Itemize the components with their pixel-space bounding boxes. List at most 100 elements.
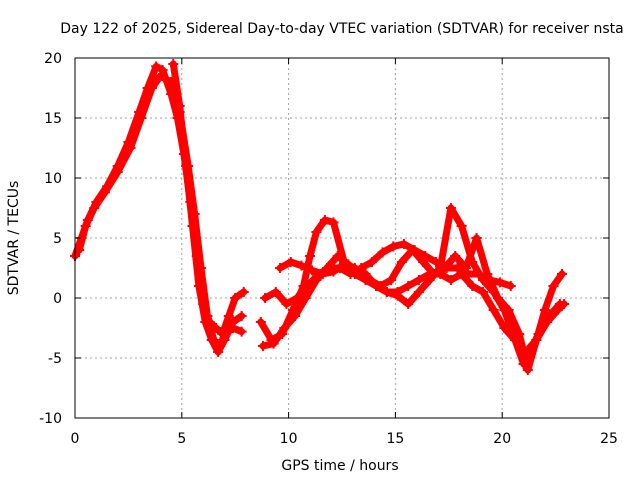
data-point [514,329,525,339]
data-point [181,161,192,171]
data-point [219,335,230,345]
data-point [238,287,249,297]
y-tick-label: 5 [53,231,62,247]
series-line [259,234,566,374]
data-point [206,335,217,345]
x-axis-label: GPS time / hours [281,458,398,474]
data-point [300,293,311,303]
data-point [230,293,241,303]
data-point [268,338,279,349]
data-point [386,275,397,285]
data-point [424,275,435,285]
data-point [552,305,563,315]
data-point [200,317,211,327]
data-point [187,221,198,231]
data-point [460,263,471,273]
data-point [285,257,296,267]
data-point [495,277,506,288]
series-track-7 [257,233,568,375]
data-point [471,233,482,243]
data-point [328,266,339,277]
data-point [467,281,478,291]
data-point [488,305,499,315]
data-point [388,241,399,252]
data-point [557,269,568,279]
data-point [456,221,467,231]
data-point [452,263,463,273]
data-point [375,281,386,291]
x-tick-label: 0 [71,431,80,447]
data-point [364,275,375,285]
data-point [89,203,100,213]
data-point [125,143,136,153]
data-point [522,365,533,375]
series-track-3 [168,59,247,357]
x-tick-labels: 0 5 10 15 20 25 [71,431,618,447]
data-point [539,305,550,315]
data-point [505,281,516,291]
data-point [281,299,292,309]
data-point [260,293,271,303]
data-point [213,347,224,357]
data-point [296,260,307,271]
data-point [146,83,157,93]
x-tick-label: 25 [600,431,618,447]
data-point [445,275,456,285]
data-point [311,227,322,237]
data-point [236,326,247,337]
data-point [168,59,179,69]
data-point [428,269,439,279]
data-point [354,269,365,279]
x-tick-label: 20 [493,431,511,447]
data-point [319,215,330,225]
data-point [366,257,377,267]
data-point [80,221,91,231]
data-point [328,217,339,228]
data-point [548,281,559,291]
data-point [559,299,570,309]
data-point [398,239,409,249]
data-point [193,281,204,291]
data-point [223,311,234,321]
data-point [439,263,450,273]
data-point [322,263,333,273]
x-tick-label: 5 [177,431,186,447]
data-point [155,71,166,81]
x-tick-label: 10 [280,431,298,447]
data-point [477,287,488,297]
axis-ticks [74,57,610,419]
data-series [70,59,570,375]
y-tick-label: 10 [44,171,62,187]
data-point [99,187,110,198]
data-point [74,245,85,255]
data-point [332,251,343,261]
y-axis-label: SDTVAR / TECUs [6,181,22,296]
data-point [311,275,322,285]
data-point [482,269,493,279]
data-point [450,251,461,261]
data-point [403,281,414,291]
data-point [377,247,388,258]
data-point [136,113,147,123]
data-point [275,263,286,273]
x-tick-label: 15 [386,431,404,447]
data-point [343,259,354,270]
data-point [257,341,268,351]
data-point [270,287,281,297]
data-point [292,293,303,303]
data-point [304,251,315,261]
data-point [236,311,247,321]
chart-title: Day 122 of 2025, Sidereal Day-to-day VTE… [60,21,623,37]
data-point [112,167,123,177]
y-tick-labels: -10 -5 0 5 10 15 20 [39,51,62,427]
y-tick-label: 20 [44,51,62,67]
data-point [228,317,239,327]
data-point [396,257,407,267]
data-point [503,305,514,315]
data-point [174,101,185,111]
data-point [151,61,162,72]
data-point [445,203,456,213]
y-tick-label: 0 [53,291,62,307]
